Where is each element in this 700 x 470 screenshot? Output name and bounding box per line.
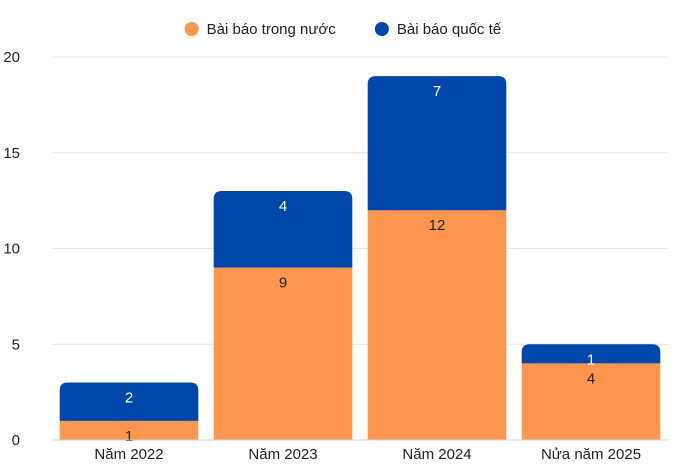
y-tick-label: 20: [3, 49, 20, 66]
x-tick-label: Năm 2022: [94, 446, 163, 463]
bar-segment-domestic: [59, 420, 199, 440]
legend-marker-international: [374, 22, 389, 36]
data-label: 4: [587, 370, 595, 387]
bar-segment-domestic: [213, 267, 353, 440]
bar-segment-domestic: [367, 210, 507, 440]
bar-segment-international: [521, 344, 661, 364]
data-label: 4: [279, 198, 287, 215]
y-tick-label: 0: [12, 432, 20, 449]
bars: [59, 76, 661, 440]
data-label: 7: [433, 83, 441, 100]
legend-label-domestic: Bài báo trong nước: [207, 21, 337, 38]
data-label: 12: [429, 217, 446, 234]
data-label: 1: [587, 351, 595, 368]
x-tick-label: Năm 2024: [402, 446, 471, 463]
legend-marker-domestic: [184, 22, 199, 36]
y-tick-label: 10: [3, 241, 20, 258]
data-label: 1: [125, 428, 133, 445]
bar-segment-international: [59, 382, 199, 421]
bar-segment-domestic: [521, 363, 661, 440]
x-tick-label: Nửa năm 2025: [541, 446, 641, 463]
axes: 0 5 10 15 20 Năm 2022 Năm 2023 Năm 2024 Nửa năm …: [3, 49, 668, 463]
y-tick-label: 5: [12, 336, 20, 353]
legend: Bài báo trong nước Bài báo quốc tế: [184, 21, 502, 38]
data-label: 9: [279, 275, 287, 292]
grid-lines: [52, 56, 668, 345]
y-tick-label: 15: [3, 145, 20, 162]
data-label: 2: [125, 390, 133, 407]
bar-segment-international: [213, 191, 353, 268]
bar-segment-international: [367, 76, 507, 211]
legend-label-international: Bài báo quốc tế: [397, 21, 502, 38]
x-tick-label: Năm 2023: [248, 446, 317, 463]
